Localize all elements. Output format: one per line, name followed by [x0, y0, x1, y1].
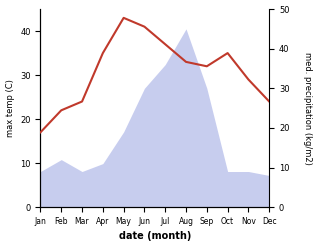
- X-axis label: date (month): date (month): [119, 231, 191, 242]
- Y-axis label: med. precipitation (kg/m2): med. precipitation (kg/m2): [303, 52, 313, 165]
- Y-axis label: max temp (C): max temp (C): [5, 79, 15, 137]
